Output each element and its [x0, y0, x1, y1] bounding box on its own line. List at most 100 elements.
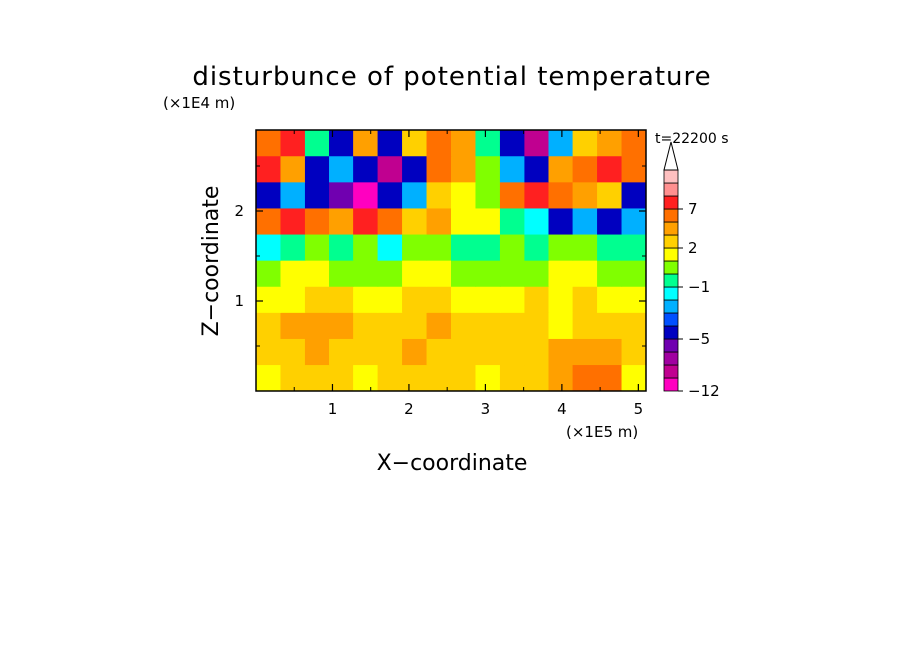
- heatmap-cell: [353, 233, 379, 261]
- heatmap-cell: [621, 338, 646, 366]
- heatmap-cell: [475, 312, 501, 339]
- colorbar-tick-label: −5: [688, 330, 710, 348]
- x-tick-label: 2: [404, 400, 414, 418]
- heatmap-cell: [304, 207, 330, 235]
- heatmap-cell: [572, 364, 598, 391]
- heatmap-cell: [256, 130, 282, 157]
- colorbar-swatch: [663, 286, 679, 301]
- colorbar-swatch: [663, 377, 679, 392]
- heatmap-cell: [621, 312, 646, 339]
- heatmap-field: [256, 130, 646, 391]
- colorbar-swatch: [663, 351, 679, 366]
- heatmap-cell: [402, 286, 428, 313]
- heatmap-cell: [524, 286, 550, 313]
- x-tick-label: 4: [557, 400, 567, 418]
- heatmap-cell: [329, 130, 354, 157]
- heatmap-cell: [377, 233, 403, 261]
- heatmap-cell: [475, 233, 501, 261]
- heatmap-cell: [402, 155, 428, 183]
- colorbar-tick-label: −12: [688, 382, 720, 400]
- colorbar-swatch: [663, 208, 679, 223]
- heatmap-cell: [621, 155, 646, 183]
- heatmap-cell: [548, 312, 574, 339]
- x-tick-label: 1: [328, 400, 338, 418]
- heatmap-cell: [597, 286, 623, 313]
- heatmap-cell: [597, 312, 623, 339]
- heatmap-cell: [353, 207, 379, 235]
- heatmap-cell: [426, 155, 452, 183]
- heatmap-cell: [499, 312, 526, 339]
- x-tick-label: 5: [634, 400, 644, 418]
- heatmap-cell: [524, 338, 550, 366]
- heatmap-cell: [572, 155, 598, 183]
- heatmap-cell: [451, 338, 477, 366]
- heatmap-cell: [280, 260, 306, 287]
- heatmap-cell: [304, 364, 330, 391]
- colorbar-tick-label: −1: [688, 278, 710, 296]
- plot-frame: [255, 129, 647, 392]
- heatmap-cell: [451, 155, 477, 183]
- heatmap-cell: [353, 312, 379, 339]
- heatmap-cell: [353, 155, 379, 183]
- heatmap-cell: [499, 155, 526, 183]
- heatmap-cell: [304, 260, 330, 287]
- heatmap-cell: [451, 260, 477, 287]
- heatmap-cell: [426, 312, 452, 339]
- heatmap-cell: [377, 260, 403, 287]
- heatmap-cell: [475, 207, 501, 235]
- heatmap-cell: [572, 286, 598, 313]
- x-axis-label: X−coordinate: [377, 451, 528, 476]
- heatmap-cell: [572, 207, 598, 235]
- heatmap-cell: [524, 364, 550, 391]
- heatmap-cell: [402, 130, 428, 157]
- colorbar-swatch: [663, 273, 679, 288]
- heatmap-cell: [597, 155, 623, 183]
- colorbar-swatch: [663, 299, 679, 314]
- x-axis: 1 2 3 4 5: [293, 130, 644, 418]
- heatmap-cell: [304, 338, 330, 366]
- heatmap-cell: [597, 364, 623, 391]
- heatmap-cell: [353, 364, 379, 391]
- colorbar-swatch: [663, 325, 679, 340]
- heatmap-cell: [426, 286, 452, 313]
- heatmap-cell: [475, 130, 501, 157]
- heatmap-cell: [402, 364, 428, 391]
- heatmap-cell: [548, 260, 574, 287]
- heatmap-cell: [256, 260, 282, 287]
- colorbar-swatch: [663, 260, 679, 275]
- heatmap-cell: [572, 312, 598, 339]
- heatmap-cell: [256, 181, 282, 209]
- colorbar-swatch: [663, 221, 679, 236]
- heatmap-cell: [499, 233, 526, 261]
- heatmap-cell: [475, 338, 501, 366]
- colorbar-swatch: [663, 182, 679, 197]
- heatmap-cell: [280, 364, 306, 391]
- heatmap-cell: [377, 181, 403, 209]
- heatmap-cell: [402, 181, 428, 209]
- heatmap-cell: [499, 338, 526, 366]
- heatmap-cell: [597, 338, 623, 366]
- heatmap-cell: [621, 364, 646, 391]
- heatmap-cell: [304, 312, 330, 339]
- heatmap-cell: [548, 181, 574, 209]
- heatmap-cell: [451, 312, 477, 339]
- heatmap-cell: [451, 364, 477, 391]
- colorbar-extend-arrow: [663, 141, 679, 171]
- y-unit-label: (×1E4 m): [163, 94, 235, 112]
- heatmap-cell: [329, 181, 354, 209]
- heatmap-cell: [304, 233, 330, 261]
- heatmap-cell: [402, 312, 428, 339]
- colorbar-tick-label: 7: [688, 200, 698, 218]
- heatmap-cell: [548, 130, 574, 157]
- x-tick-label: 3: [481, 400, 491, 418]
- heatmap-cell: [426, 181, 452, 209]
- heatmap-cell: [451, 130, 477, 157]
- heatmap-cell: [377, 364, 403, 391]
- time-label: t=22200 s: [655, 131, 729, 147]
- heatmap-cell: [280, 130, 306, 157]
- heatmap-cell: [329, 312, 354, 339]
- heatmap-cell: [548, 338, 574, 366]
- heatmap-cell: [572, 338, 598, 366]
- heatmap-cell: [475, 286, 501, 313]
